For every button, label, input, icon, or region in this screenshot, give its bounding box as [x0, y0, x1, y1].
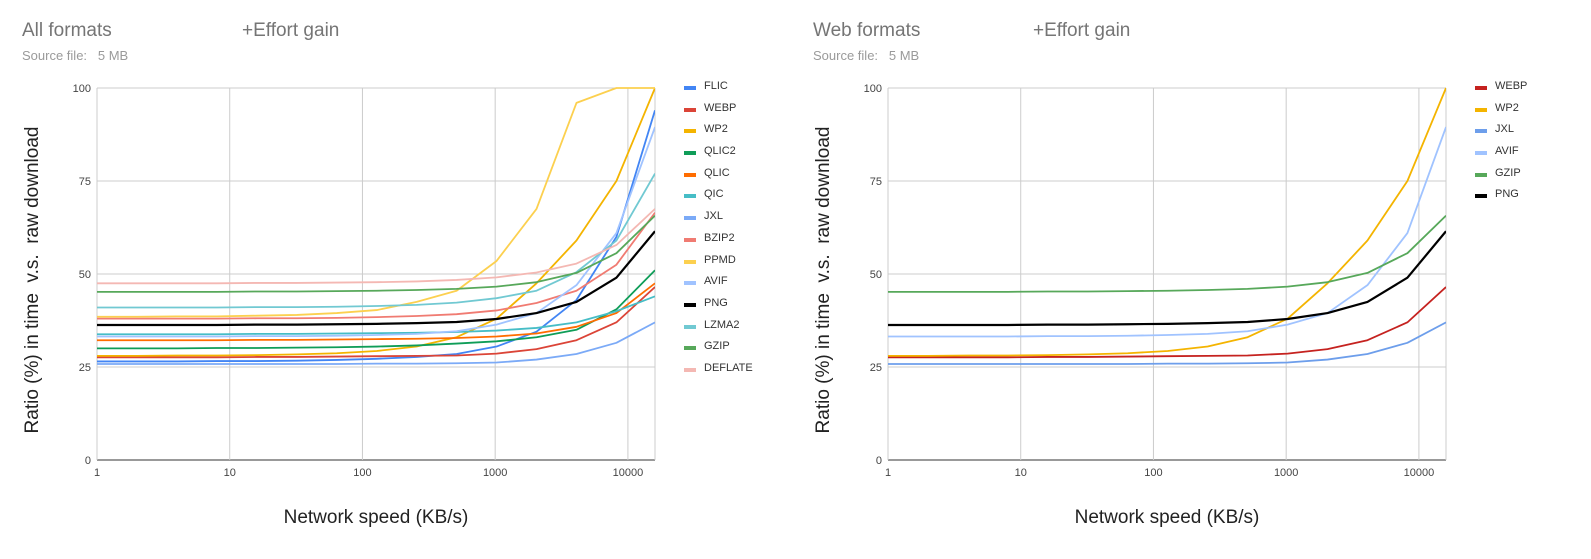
legend-label: GZIP — [1495, 166, 1521, 179]
chart-panel-web-formats: Web formats +Effort gain Source file: 5 … — [791, 0, 1581, 559]
chart-panel-all-formats: All formats +Effort gain Source file: 5 … — [0, 0, 790, 559]
series-line-avif — [888, 126, 1446, 338]
legend-swatch — [684, 346, 696, 351]
x-tick-label: 1000 — [483, 467, 507, 479]
legend-label: WEBP — [704, 101, 737, 114]
x-axis-label: Network speed (KB/s) — [283, 507, 469, 528]
legend-swatch — [684, 281, 696, 286]
x-tick-label: 100 — [353, 467, 371, 479]
chart-subtitle: Source file: 5 MB — [813, 48, 919, 63]
chart-subtitle: Source file: 5 MB — [22, 48, 128, 63]
x-axis-label: Network speed (KB/s) — [1074, 507, 1260, 528]
legend-swatch — [1475, 194, 1487, 199]
legend-swatch — [684, 259, 696, 264]
legend-swatch — [1475, 107, 1487, 112]
series-line-webp — [97, 286, 655, 359]
series-line-avif — [97, 126, 655, 338]
legend-swatch — [1475, 151, 1487, 156]
chart-title: Web formats — [813, 20, 921, 41]
legend-label: JXL — [1495, 123, 1514, 136]
legend-swatch — [684, 107, 696, 112]
series-group — [888, 87, 1446, 365]
x-tick-label: 10 — [1015, 467, 1027, 479]
source-file-label: Source file: — [813, 48, 879, 63]
legend-label: PNG — [704, 296, 728, 309]
legend-swatch — [684, 216, 696, 221]
series-line-wp2 — [97, 87, 655, 357]
series-line-gzip — [888, 214, 1446, 293]
y-tick-label: 100 — [73, 83, 91, 95]
legend-label: QLIC2 — [704, 145, 736, 158]
series-line-qlic2 — [97, 269, 655, 350]
x-tick-label: 1 — [94, 467, 100, 479]
y-tick-label: 50 — [79, 269, 91, 281]
y-tick-label: 25 — [870, 362, 882, 374]
legend-label: DEFLATE — [704, 361, 753, 374]
series-group — [97, 87, 655, 365]
y-tick-label: 75 — [870, 176, 882, 188]
legend-swatch — [684, 367, 696, 372]
legend-label: QLIC — [704, 166, 730, 179]
series-line-webp — [888, 286, 1446, 359]
legend-swatch — [684, 324, 696, 329]
legend-swatch — [1475, 172, 1487, 177]
legend-label: AVIF — [1495, 145, 1519, 158]
series-line-png — [97, 230, 655, 327]
series-line-lzma2 — [97, 173, 655, 309]
y-tick-label: 0 — [85, 455, 91, 467]
legend-label: QIC — [704, 188, 724, 201]
x-tick-label: 10000 — [1404, 467, 1435, 479]
series-line-wp2 — [888, 87, 1446, 357]
legend-swatch — [684, 172, 696, 177]
series-line-qlic — [97, 282, 655, 342]
source-file-label: Source file: — [22, 48, 88, 63]
x-tick-label: 10 — [224, 467, 236, 479]
series-line-qic — [97, 295, 655, 336]
legend-swatch — [684, 302, 696, 307]
legend-label: WP2 — [704, 123, 728, 136]
legend-swatch — [684, 129, 696, 134]
y-tick-label: 100 — [864, 83, 882, 95]
legend-swatch — [1475, 129, 1487, 134]
y-tick-label: 25 — [79, 362, 91, 374]
legend-label: WEBP — [1495, 80, 1528, 92]
y-tick-label: 50 — [870, 269, 882, 281]
legend-swatch — [684, 86, 696, 90]
legend-label: PPMD — [704, 253, 736, 266]
legend-label: PNG — [1495, 188, 1519, 201]
source-file-size: 5 MB — [888, 48, 920, 63]
y-tick-label: 75 — [79, 176, 91, 188]
series-line-jxl — [888, 321, 1446, 365]
legend-label: WP2 — [1495, 101, 1519, 114]
series-line-jxl — [97, 321, 655, 365]
legend-label: JXL — [704, 210, 723, 223]
legend-swatch — [1475, 86, 1487, 90]
series-line-deflate — [97, 208, 655, 285]
x-tick-label: 1 — [885, 467, 891, 479]
legend-label: FLIC — [704, 80, 728, 92]
effort-gain-label: +Effort gain — [1033, 20, 1131, 41]
series-line-ppmd — [97, 87, 655, 318]
line-chart-plot: 0 25 50 75 100 1 10 100 1000 10000 — [73, 83, 656, 479]
legend-swatch — [684, 151, 696, 156]
source-file-size: 5 MB — [97, 48, 129, 63]
x-tick-label: 10000 — [613, 467, 644, 479]
series-line-png — [888, 230, 1446, 327]
legend-label: AVIF — [704, 275, 728, 288]
effort-gain-label: +Effort gain — [242, 20, 340, 41]
chart-title: All formats — [22, 20, 112, 41]
legend-swatch — [684, 194, 696, 199]
legend-swatch — [684, 237, 696, 242]
x-tick-label: 100 — [1144, 467, 1162, 479]
series-line-gzip — [97, 214, 655, 293]
legend-label: GZIP — [704, 340, 730, 353]
legend-label: LZMA2 — [704, 318, 740, 331]
series-line-flic — [97, 110, 655, 363]
legend-label: BZIP2 — [704, 231, 735, 244]
x-tick-label: 1000 — [1274, 467, 1298, 479]
line-chart-plot: 0 25 50 75 100 1 10 100 1000 10000 — [864, 83, 1447, 479]
y-tick-label: 0 — [876, 455, 882, 467]
